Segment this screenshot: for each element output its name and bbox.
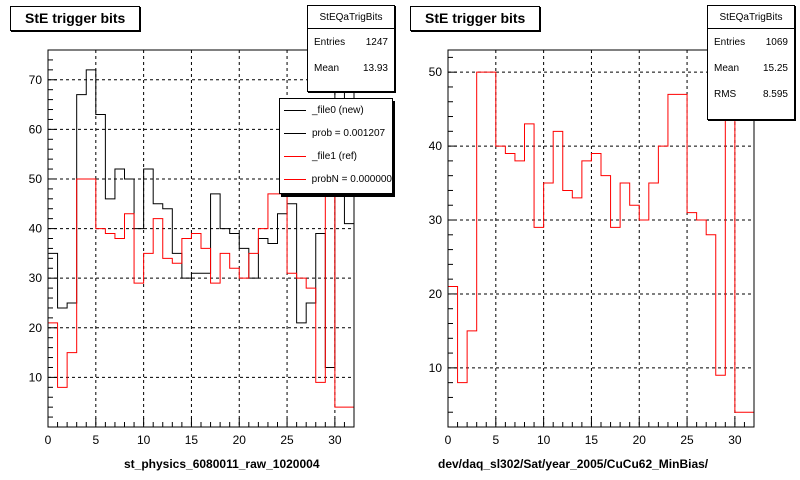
left-stats-box: StEQaTrigBits Entries 1247 Mean 13.93 bbox=[307, 5, 395, 92]
legend-label: probN = 0.000000 bbox=[311, 174, 392, 185]
left-chart-title: StE trigger bits bbox=[10, 6, 141, 31]
right-chart-title: StE trigger bits bbox=[410, 6, 541, 31]
right-series-0 bbox=[448, 71, 754, 413]
y-tick-label: 40 bbox=[429, 139, 443, 153]
right-stats-title: StEQaTrigBits bbox=[708, 6, 794, 29]
x-tick-label: 25 bbox=[280, 433, 294, 447]
x-tick-label: 20 bbox=[233, 433, 247, 447]
x-tick-label: 0 bbox=[445, 433, 452, 447]
right-stats-row-rms: RMS 8.595 bbox=[708, 81, 794, 107]
x-tick-label: 30 bbox=[328, 433, 342, 447]
x-tick-label: 25 bbox=[680, 433, 694, 447]
right-stats-box: StEQaTrigBits Entries 1069 Mean 15.25 RM… bbox=[707, 5, 795, 120]
legend-entry: _file1 (ref) bbox=[280, 145, 392, 168]
y-tick-label: 20 bbox=[429, 287, 443, 301]
y-tick-label: 40 bbox=[29, 222, 43, 236]
legend-swatch bbox=[284, 110, 306, 111]
legend-swatch bbox=[284, 156, 306, 157]
legend-label: _file0 (new) bbox=[312, 105, 364, 116]
x-tick-label: 20 bbox=[633, 433, 647, 447]
stats-label: Entries bbox=[714, 36, 746, 48]
x-tick-label: 0 bbox=[45, 433, 52, 447]
y-tick-label: 10 bbox=[429, 361, 443, 375]
x-tick-label: 10 bbox=[537, 433, 551, 447]
x-tick-label: 15 bbox=[185, 433, 199, 447]
left-stats-row-entries: Entries 1247 bbox=[308, 29, 394, 55]
x-tick-label: 15 bbox=[585, 433, 599, 447]
left-stats-title: StEQaTrigBits bbox=[308, 6, 394, 29]
y-tick-label: 20 bbox=[29, 321, 43, 335]
y-tick-label: 30 bbox=[29, 271, 43, 285]
stats-label: Mean bbox=[314, 62, 340, 74]
legend-swatch bbox=[284, 179, 306, 180]
right-stats-row-mean: Mean 15.25 bbox=[708, 55, 794, 81]
left-series-1 bbox=[48, 178, 354, 408]
x-tick-label: 5 bbox=[492, 433, 499, 447]
right-plot: 0 5 10 15 20 25 30 10 20 30 40 50 bbox=[429, 49, 755, 447]
y-tick-label: 60 bbox=[29, 122, 43, 136]
legend-label: prob = 0.001207 bbox=[312, 128, 386, 139]
x-tick-label: 30 bbox=[728, 433, 742, 447]
stats-label: Entries bbox=[314, 36, 346, 48]
stats-label: RMS bbox=[714, 88, 737, 100]
legend: _file0 (new) prob = 0.001207 _file1 (ref… bbox=[279, 98, 393, 194]
x-tick-label: 5 bbox=[92, 433, 99, 447]
y-tick-label: 30 bbox=[429, 213, 443, 227]
left-series-0 bbox=[48, 69, 354, 368]
right-stats-row-entries: Entries 1069 bbox=[708, 29, 794, 55]
stats-value: 15.25 bbox=[762, 62, 788, 74]
y-tick-label: 10 bbox=[29, 370, 43, 384]
y-tick-label: 50 bbox=[29, 172, 43, 186]
legend-entry: _file0 (new) bbox=[280, 99, 392, 122]
stats-value: 8.595 bbox=[762, 88, 788, 100]
y-tick-label: 70 bbox=[29, 73, 43, 87]
y-tick-label: 50 bbox=[429, 65, 443, 79]
legend-swatch bbox=[284, 133, 306, 134]
stats-value: 13.93 bbox=[362, 62, 388, 74]
left-stats-row-mean: Mean 13.93 bbox=[308, 55, 394, 81]
legend-entry: prob = 0.001207 bbox=[280, 122, 392, 145]
stats-value: 1247 bbox=[365, 36, 388, 48]
stats-label: Mean bbox=[714, 62, 740, 74]
stats-value: 1069 bbox=[765, 36, 788, 48]
legend-entry: probN = 0.000000 bbox=[280, 168, 392, 191]
x-tick-label: 10 bbox=[137, 433, 151, 447]
legend-label: _file1 (ref) bbox=[312, 151, 358, 162]
left-x-axis-title: st_physics_6080011_raw_1020004 bbox=[124, 457, 320, 471]
right-x-axis-title: dev/daq_sl302/Sat/year_2005/CuCu62_MinBi… bbox=[438, 457, 709, 471]
